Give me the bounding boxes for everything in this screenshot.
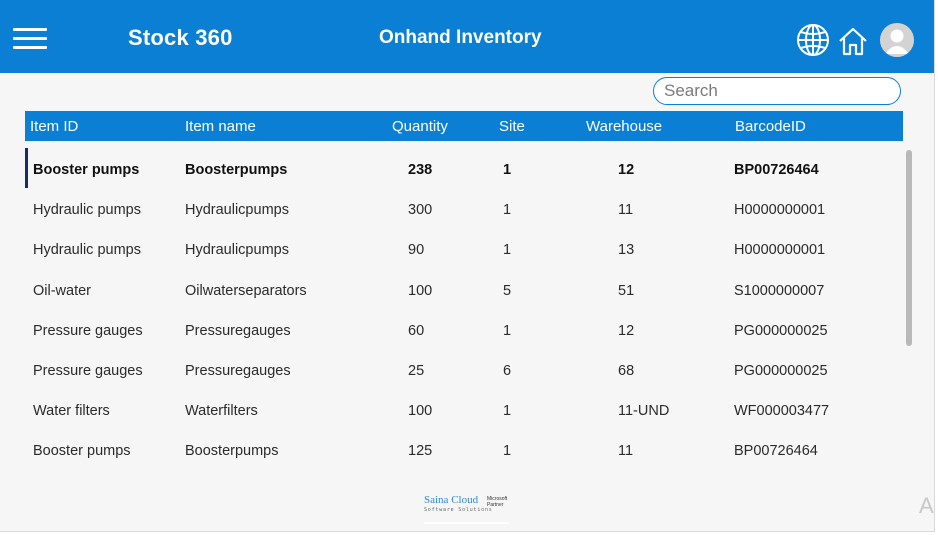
menu-icon[interactable]	[13, 28, 47, 50]
cell-site: 5	[503, 283, 512, 299]
page-title: Onhand Inventory	[379, 27, 542, 48]
inventory-list: Booster pumps Boosterpumps 238 1 12 BP00…	[25, 148, 903, 471]
cell-quantity: 238	[408, 162, 433, 178]
column-header-barcode[interactable]: BarcodeID	[735, 118, 806, 135]
table-row[interactable]: Water filters Waterfilters 100 1 11-UND …	[25, 391, 903, 431]
cell-barcode: PG000000025	[734, 323, 828, 339]
cell-item-name: Boosterpumps	[185, 443, 279, 459]
cell-item-id: Water filters	[33, 403, 110, 419]
cell-quantity: 60	[408, 323, 425, 339]
cell-barcode: BP00726464	[734, 162, 819, 178]
cell-barcode: WF000003477	[734, 403, 830, 419]
cell-quantity: 90	[408, 242, 425, 258]
cell-warehouse: 13	[618, 242, 635, 258]
cell-site: 1	[503, 242, 512, 258]
company-logo: Saina Cloud Software Solutions Microsoft…	[424, 494, 509, 518]
cell-quantity: 300	[408, 202, 433, 218]
cell-site: 1	[503, 202, 512, 218]
cell-site: 1	[503, 443, 512, 459]
header-bar: Stock 360 Onhand Inventory	[0, 0, 934, 73]
cell-item-id: Hydraulic pumps	[33, 202, 141, 218]
table-row[interactable]: Hydraulic pumps Hydraulicpumps 90 1 13 H…	[25, 230, 903, 270]
cell-warehouse: 11	[618, 202, 634, 218]
logo-brand-text: Saina Cloud	[424, 494, 479, 506]
cell-item-id: Pressure gauges	[33, 323, 143, 339]
cell-item-id: Booster pumps	[33, 443, 131, 459]
cell-item-id: Oil-water	[33, 283, 92, 299]
cell-item-id: Hydraulic pumps	[33, 242, 141, 258]
cell-item-name: Waterfilters	[185, 403, 258, 419]
table-row[interactable]: Booster pumps Boosterpumps 238 1 12 BP00…	[25, 148, 903, 190]
partner-line-2: Partner	[487, 502, 504, 508]
globe-icon[interactable]	[796, 23, 830, 57]
cell-item-id: Pressure gauges	[33, 363, 143, 379]
cell-item-name: Boosterpumps	[185, 162, 288, 178]
cell-barcode: S1000000007	[734, 283, 825, 299]
logo-divider	[424, 522, 509, 524]
cell-site: 1	[503, 162, 512, 178]
cell-quantity: 100	[408, 403, 433, 419]
table-row[interactable]: Pressure gauges Pressuregauges 60 1 12 P…	[25, 311, 903, 351]
cell-barcode: BP00726464	[734, 443, 818, 459]
cell-barcode: PG000000025	[734, 363, 828, 379]
cell-quantity: 125	[408, 443, 433, 459]
column-header-quantity[interactable]: Quantity	[392, 118, 448, 135]
cell-item-name: Pressuregauges	[185, 323, 291, 339]
partner-line-1: Microsoft	[487, 496, 508, 502]
partner-badge: Microsoft Partner	[487, 496, 507, 508]
column-header-item-id[interactable]: Item ID	[30, 118, 79, 135]
cell-item-name: Oilwaterseparators	[185, 283, 307, 299]
vertical-scrollbar[interactable]	[906, 150, 912, 346]
search-input[interactable]	[653, 77, 901, 105]
cell-site: 6	[503, 363, 512, 379]
cell-item-name: Hydraulicpumps	[185, 242, 289, 258]
cell-item-id: Booster pumps	[33, 162, 140, 178]
cell-barcode: H0000000001	[734, 242, 826, 258]
column-header-warehouse[interactable]: Warehouse	[586, 118, 663, 135]
cell-quantity: 100	[408, 283, 433, 299]
column-header-item-name[interactable]: Item name	[185, 118, 256, 135]
cell-warehouse: 12	[618, 323, 635, 339]
cell-warehouse: 51	[618, 283, 635, 299]
table-row[interactable]: Hydraulic pumps Hydraulicpumps 300 1 11 …	[25, 190, 903, 230]
table-row[interactable]: Pressure gauges Pressuregauges 25 6 68 P…	[25, 351, 903, 391]
logo-subtitle-text: Software Solutions	[424, 507, 493, 513]
cell-warehouse: 11-UND	[618, 403, 670, 419]
home-icon[interactable]	[837, 25, 869, 57]
cell-barcode: H0000000001	[734, 202, 826, 218]
app-title: Stock 360	[128, 25, 233, 50]
table-row[interactable]: Oil-water Oilwaterseparators 100 5 51 S1…	[25, 271, 903, 311]
user-avatar-icon[interactable]	[880, 23, 914, 57]
corner-watermark-text: A	[919, 493, 934, 518]
table-header: Item ID Item name Quantity Site Warehous…	[25, 111, 903, 141]
cell-item-name: Hydraulicpumps	[185, 202, 289, 218]
cell-item-name: Pressuregauges	[185, 363, 291, 379]
column-header-site[interactable]: Site	[499, 118, 525, 135]
cell-warehouse: 11	[618, 443, 634, 459]
cell-warehouse: 12	[618, 162, 635, 178]
cell-quantity: 25	[408, 363, 425, 379]
cell-warehouse: 68	[618, 363, 635, 379]
table-row[interactable]: Booster pumps Boosterpumps 125 1 11 BP00…	[25, 431, 903, 471]
cell-site: 1	[503, 323, 512, 339]
cell-site: 1	[503, 403, 512, 419]
